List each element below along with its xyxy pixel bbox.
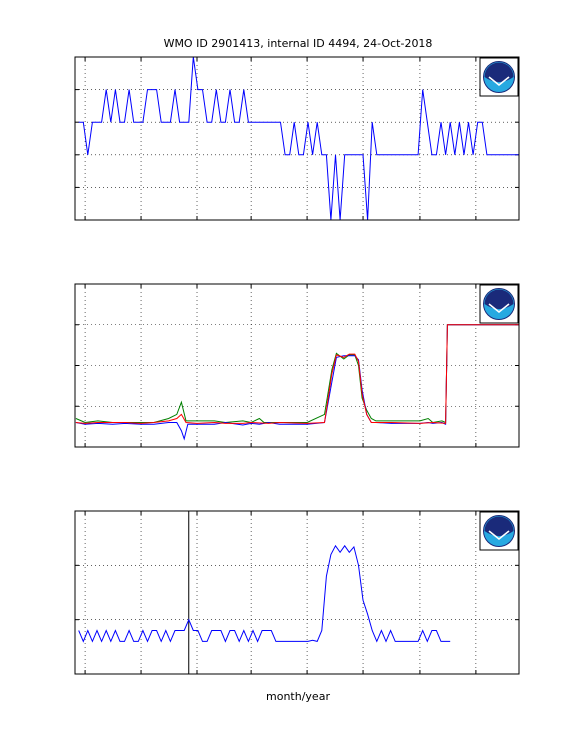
plot-area [75, 511, 519, 674]
noaa-logo-icon [479, 57, 519, 97]
noaa-logo-gull [488, 76, 510, 87]
noaa-logo-icon [479, 284, 519, 324]
axes-frame [74, 56, 520, 221]
panel-drift-pressure [74, 283, 520, 448]
series-line-blue [78, 544, 451, 643]
noaa-logo-sky [484, 289, 514, 309]
series-group [75, 324, 519, 441]
series-group [78, 57, 519, 220]
chart-panels [74, 56, 520, 675]
axes-frame [74, 510, 520, 675]
figure-title: WMO ID 2901413, internal ID 4494, 24-Oct… [164, 37, 433, 50]
plot-area [75, 284, 519, 447]
noaa-logo-gull [488, 303, 510, 314]
panel-max-profile-pressure [74, 510, 520, 675]
noaa-logo-sky [484, 62, 514, 82]
noaa-logo-gull [488, 530, 510, 541]
noaa-logo-sky [484, 516, 514, 536]
noaa-logo-icon [479, 511, 519, 551]
axes-frame [74, 283, 520, 448]
x-axis-label: month/year [266, 690, 330, 703]
series-line-blue [78, 57, 519, 220]
series-line-green [75, 324, 519, 424]
series-line-red [75, 324, 519, 424]
series-group [78, 544, 451, 643]
panel-surface-pressure [74, 56, 520, 221]
